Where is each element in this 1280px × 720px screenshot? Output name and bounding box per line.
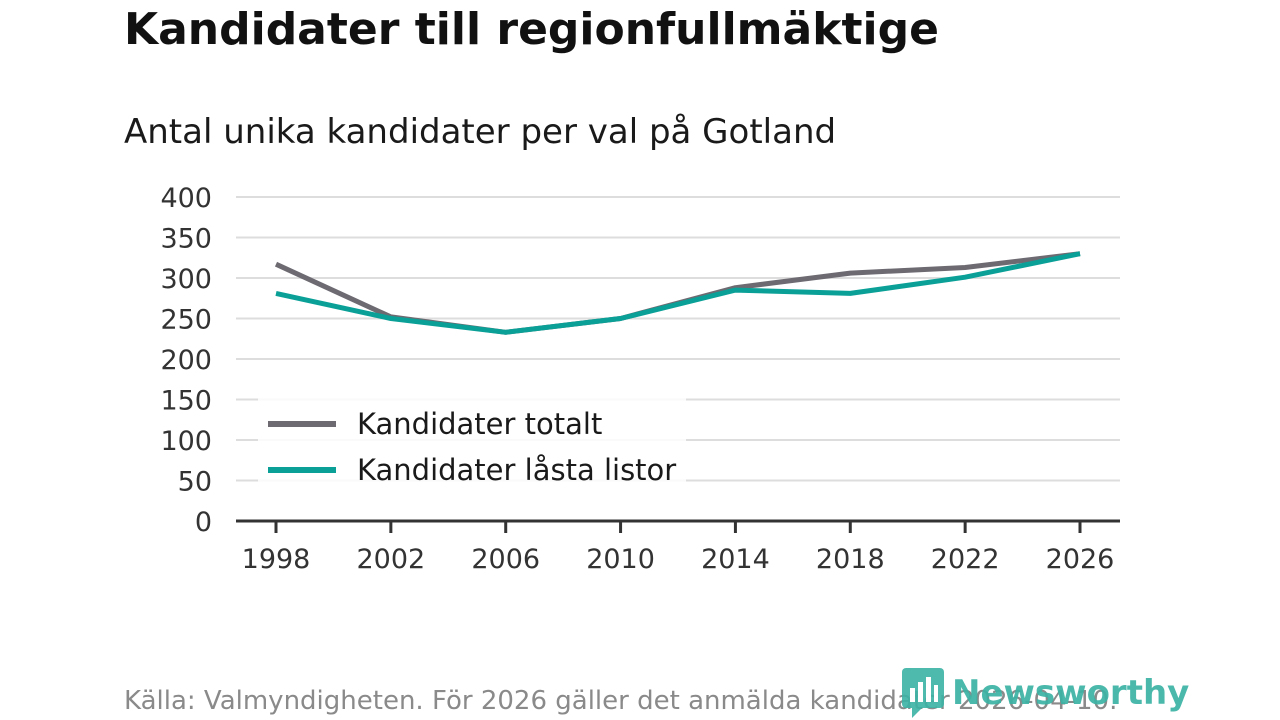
y-tick-label: 350 [160,224,212,255]
x-tick-label: 2026 [1046,544,1115,575]
series-lines [274,251,1081,335]
y-tick-label: 100 [160,426,212,457]
x-tick-label: 1998 [242,544,311,575]
x-axis [236,519,1120,533]
x-tick-label: 2010 [586,544,655,575]
x-tick-label: 2018 [816,544,885,575]
series-line-kandidater-lasta-listor [275,251,1081,335]
bar-chart-logo-icon [902,668,944,718]
x-tick-label: 2022 [931,544,1000,575]
y-tick-label: 150 [160,386,212,417]
x-tick-label: 2014 [701,544,770,575]
legend-label: Kandidater totalt [357,407,602,441]
brand-name: Newsworthy [952,673,1190,713]
y-axis-labels: 0 50 100 150 200 250 300 350 400 [160,183,212,538]
legend-background [258,398,686,494]
y-tick-label: 250 [160,305,212,336]
x-tick-label: 2006 [471,544,540,575]
x-tick-label: 2002 [356,544,425,575]
y-tick-label: 50 [178,467,212,498]
y-tick-label: 400 [160,183,212,214]
y-tick-label: 300 [160,264,212,295]
x-axis-labels: 1998 2002 2006 2010 2014 2018 2022 2026 [242,544,1115,575]
legend-label: Kandidater låsta listor [357,453,676,487]
chart-subtitle: Antal unika kandidater per val på Gotlan… [124,112,837,152]
legend: Kandidater totalt Kandidater låsta listor [258,398,686,494]
newsworthy-logo: Newsworthy [902,668,1189,718]
y-tick-label: 200 [160,345,212,376]
chart-title: Kandidater till regionfullmäktige [124,4,939,55]
y-tick-label: 0 [195,507,212,538]
source-note: Källa: Valmyndigheten. För 2026 gäller d… [124,686,1118,716]
